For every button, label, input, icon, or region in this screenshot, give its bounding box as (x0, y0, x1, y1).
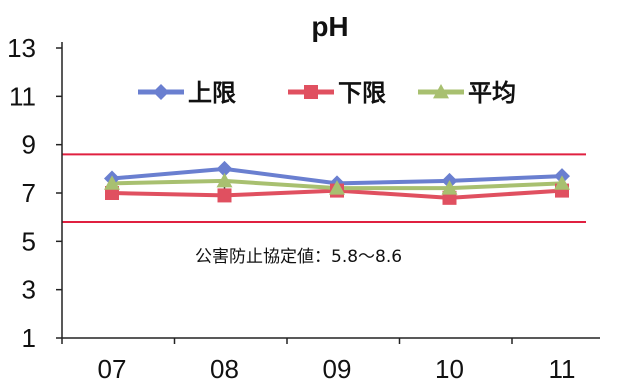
chart-title: pH (311, 11, 348, 42)
data-point-2 (441, 180, 458, 195)
legend-swatch-marker (304, 85, 318, 99)
x-tick-label: 09 (323, 354, 352, 384)
data-point-0 (216, 160, 233, 177)
data-point-2 (216, 172, 233, 188)
x-tick-labels: 07 08 09 10 11 (98, 354, 576, 384)
y-tick-label: 1 (22, 323, 36, 353)
data-point-2 (104, 175, 120, 190)
data-point-1 (217, 188, 232, 203)
y-tick-label: 9 (22, 130, 36, 160)
y-tick-label: 5 (22, 226, 36, 256)
x-tick-label: 08 (210, 354, 239, 384)
y-tick-label: 11 (9, 81, 36, 111)
x-tick-label: 10 (435, 354, 464, 384)
series-markers (104, 160, 570, 205)
legend-swatch-marker (433, 84, 449, 99)
legend-label: 下限 (338, 79, 386, 107)
y-tick-label: 3 (22, 275, 36, 305)
data-point-2 (329, 180, 345, 195)
legend: 上限 下限 平均 (138, 79, 516, 107)
y-tick-label: 7 (22, 178, 36, 208)
legend-swatch-marker (153, 84, 169, 100)
x-tick-label: 07 (98, 354, 127, 384)
data-point-2 (554, 175, 570, 190)
axes (56, 42, 600, 344)
legend-label: 平均 (468, 79, 516, 107)
legend-label: 上限 (188, 79, 236, 107)
x-tick-label: 11 (549, 354, 576, 384)
annotation-text: 公害防止協定値：5.8～8.6 (195, 247, 402, 267)
reference-lines (62, 153, 586, 223)
y-tick-label: 13 (7, 33, 36, 63)
